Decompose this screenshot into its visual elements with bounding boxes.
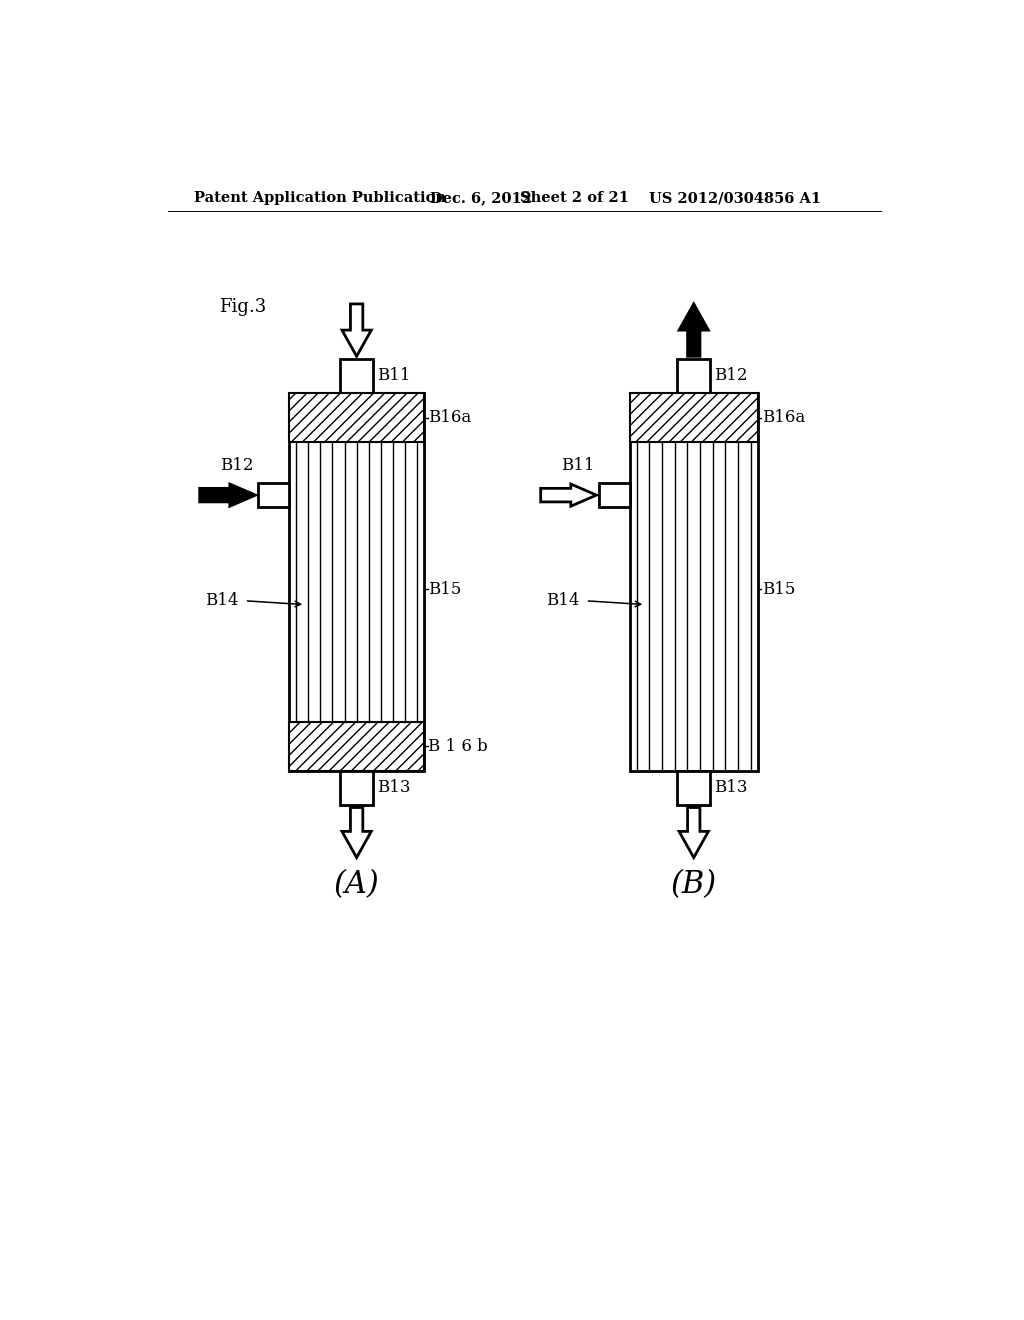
- Text: Patent Application Publication: Patent Application Publication: [194, 191, 445, 206]
- Text: B12: B12: [714, 367, 748, 384]
- Text: Fig.3: Fig.3: [219, 298, 266, 315]
- Bar: [289, 722, 424, 771]
- Text: (B): (B): [671, 869, 717, 900]
- Polygon shape: [342, 808, 372, 858]
- Text: US 2012/0304856 A1: US 2012/0304856 A1: [649, 191, 821, 206]
- Bar: [289, 393, 424, 771]
- Bar: [289, 393, 424, 442]
- Polygon shape: [541, 484, 597, 506]
- Bar: [678, 771, 710, 805]
- Text: B 1 6 b: B 1 6 b: [428, 738, 488, 755]
- Bar: [340, 359, 373, 393]
- Text: (A): (A): [334, 869, 380, 900]
- Text: B13: B13: [714, 779, 748, 796]
- Text: B14: B14: [546, 593, 580, 610]
- Bar: [678, 359, 710, 393]
- Text: B13: B13: [377, 779, 411, 796]
- Polygon shape: [679, 304, 709, 356]
- Text: B12: B12: [220, 457, 254, 474]
- Polygon shape: [679, 808, 709, 858]
- Text: B15: B15: [762, 581, 795, 598]
- Text: B15: B15: [428, 581, 462, 598]
- Bar: [630, 393, 758, 442]
- Text: B16a: B16a: [762, 409, 805, 426]
- Polygon shape: [342, 304, 372, 356]
- Bar: [258, 483, 289, 507]
- Bar: [599, 483, 630, 507]
- Polygon shape: [200, 484, 255, 506]
- Bar: [630, 393, 758, 771]
- Text: B16a: B16a: [428, 409, 472, 426]
- Text: B11: B11: [377, 367, 411, 384]
- Text: Sheet 2 of 21: Sheet 2 of 21: [520, 191, 629, 206]
- Text: B14: B14: [205, 593, 239, 610]
- Text: B11: B11: [561, 457, 595, 474]
- Text: Dec. 6, 2012: Dec. 6, 2012: [430, 191, 532, 206]
- Bar: [340, 771, 373, 805]
